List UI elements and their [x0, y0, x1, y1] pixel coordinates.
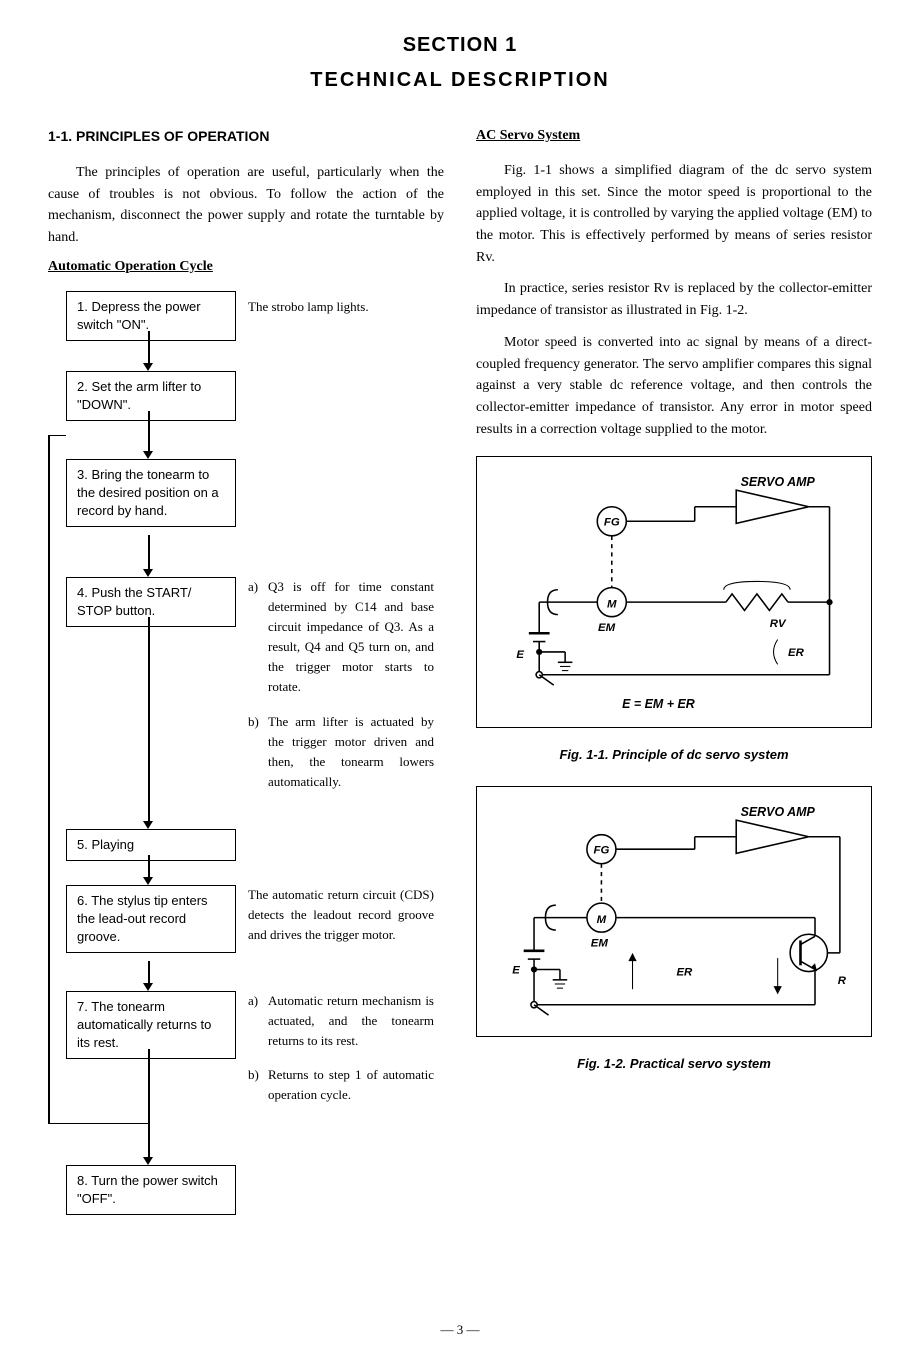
note-label: a) — [248, 577, 268, 698]
em-label: EM — [591, 937, 609, 949]
flow-note-6: The automatic return circuit (CDS) detec… — [248, 885, 434, 945]
er-label: ER — [788, 647, 805, 659]
right-column: AC Servo System Fig. 1-1 shows a simplif… — [476, 128, 872, 1231]
note-text: Returns to step 1 of automatic operation… — [268, 1065, 434, 1105]
arrow-icon — [143, 821, 153, 829]
flow-step-8: 8. Turn the power switch "OFF". — [66, 1165, 236, 1215]
flow-step-7: 7. The tonearm automatically returns to … — [66, 991, 236, 1060]
m-label: M — [597, 914, 607, 926]
arrow-icon — [143, 569, 153, 577]
servo-para-1: Fig. 1-1 shows a simplified diagram of t… — [476, 160, 872, 268]
two-column-layout: 1-1. PRINCIPLES OF OPERATION The princip… — [48, 128, 872, 1231]
figure-1-2-caption: Fig. 1-2. Practical servo system — [476, 1056, 872, 1071]
page-number: — 3 — — [0, 1322, 920, 1338]
intro-paragraph: The principles of operation are useful, … — [48, 162, 444, 249]
section-title: SECTION 1 — [48, 34, 872, 57]
flow-connector — [148, 855, 150, 879]
er-label: ER — [676, 967, 693, 979]
flow-connector — [148, 535, 150, 571]
subhead-ac-servo: AC Servo System — [476, 128, 872, 144]
fg-label: FG — [594, 844, 610, 856]
em-label: EM — [598, 622, 616, 634]
servo-amp-label: SERVO AMP — [741, 805, 816, 819]
servo-amp-label: SERVO AMP — [741, 475, 816, 489]
flow-connector — [48, 435, 50, 1123]
flow-step-4: 4. Push the START/ STOP button. — [66, 577, 236, 627]
figure-1-2-diagram: SERVO AMP FG M EM — [476, 786, 872, 1037]
flow-connector — [148, 617, 150, 823]
figure-1-1-diagram: SERVO AMP FG M EM RV — [476, 456, 872, 728]
subhead-auto-cycle: Automatic Operation Cycle — [48, 259, 444, 275]
m-label: M — [607, 599, 617, 611]
figure-1-1-caption: Fig. 1-1. Principle of dc servo system — [476, 747, 872, 762]
servo-para-3: Motor speed is converted into ac signal … — [476, 332, 872, 440]
flow-connector — [48, 1123, 148, 1125]
arrow-icon — [143, 983, 153, 991]
rv-label: RV — [770, 618, 787, 630]
flow-step-2: 2. Set the arm lifter to "DOWN". — [66, 371, 236, 421]
flow-step-5: 5. Playing — [66, 829, 236, 861]
note-text: The arm lifter is actuated by the trigge… — [268, 712, 434, 793]
flow-connector — [148, 331, 150, 365]
flow-note-7: a)Automatic return mechanism is actuated… — [248, 991, 434, 1120]
note-label: b) — [248, 712, 268, 793]
note-label: a) — [248, 991, 268, 1051]
flow-note-1: The strobo lamp lights. — [248, 297, 434, 317]
flow-note-4: a)Q3 is off for time constant determined… — [248, 577, 434, 806]
flow-connector — [148, 411, 150, 453]
flow-step-1: 1. Depress the power switch "ON". — [66, 291, 236, 341]
equation-label: E = EM + ER — [622, 697, 695, 711]
e-label: E — [516, 649, 524, 661]
heading-1-1: 1-1. PRINCIPLES OF OPERATION — [48, 128, 444, 144]
left-column: 1-1. PRINCIPLES OF OPERATION The princip… — [48, 128, 444, 1231]
flow-connector — [148, 1049, 150, 1159]
servo-para-2: In practice, series resistor Rv is repla… — [476, 278, 872, 321]
note-label: b) — [248, 1065, 268, 1105]
note-text: Q3 is off for time constant determined b… — [268, 577, 434, 698]
note-text: Automatic return mechanism is actuated, … — [268, 991, 434, 1051]
arrow-icon — [143, 1157, 153, 1165]
arrow-icon — [143, 877, 153, 885]
flow-step-3: 3. Bring the tonearm to the desired posi… — [66, 459, 236, 528]
flow-connector — [48, 435, 66, 437]
arrow-icon — [143, 451, 153, 459]
e-label: E — [512, 964, 520, 976]
flow-connector — [148, 961, 150, 985]
arrow-icon — [143, 363, 153, 371]
fg-label: FG — [604, 517, 620, 529]
r-label: R — [838, 975, 847, 987]
section-subtitle: TECHNICAL DESCRIPTION — [48, 69, 872, 92]
flowchart: 1. Depress the power switch "ON". The st… — [48, 291, 444, 1231]
flow-step-6: 6. The stylus tip enters the lead-out re… — [66, 885, 236, 954]
